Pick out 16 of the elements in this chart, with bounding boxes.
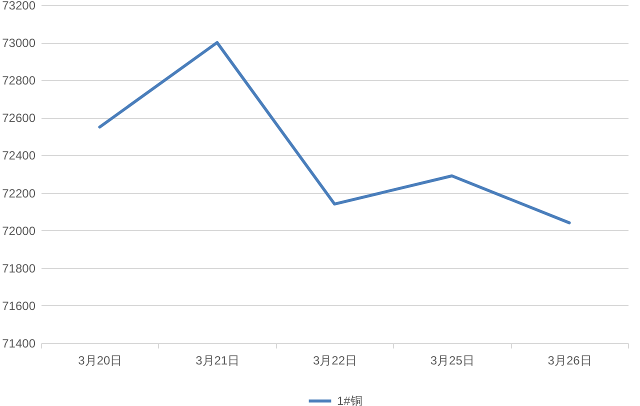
y-tick-label: 72800 bbox=[2, 74, 36, 88]
y-tick-label: 73000 bbox=[2, 36, 36, 50]
y-tick-label: 73200 bbox=[2, 0, 36, 12]
y-tick-label: 72400 bbox=[2, 148, 36, 163]
y-tick-label: 71600 bbox=[2, 298, 36, 313]
x-tick-label: 3月22日 bbox=[312, 354, 358, 368]
y-tick-label: 71800 bbox=[2, 261, 36, 276]
x-tick-label: 3月25日 bbox=[430, 354, 474, 368]
y-tick-label: 72200 bbox=[2, 186, 36, 200]
x-tick-label: 3月20日 bbox=[78, 354, 122, 368]
x-tick-label: 3月21日 bbox=[196, 354, 240, 368]
y-tick-label: 71400 bbox=[2, 336, 36, 350]
line-series bbox=[98, 41, 571, 224]
x-tick-label: 3月26日 bbox=[548, 354, 592, 368]
y-tick-label: 72000 bbox=[2, 224, 36, 238]
y-tick-label: 72600 bbox=[2, 111, 36, 126]
